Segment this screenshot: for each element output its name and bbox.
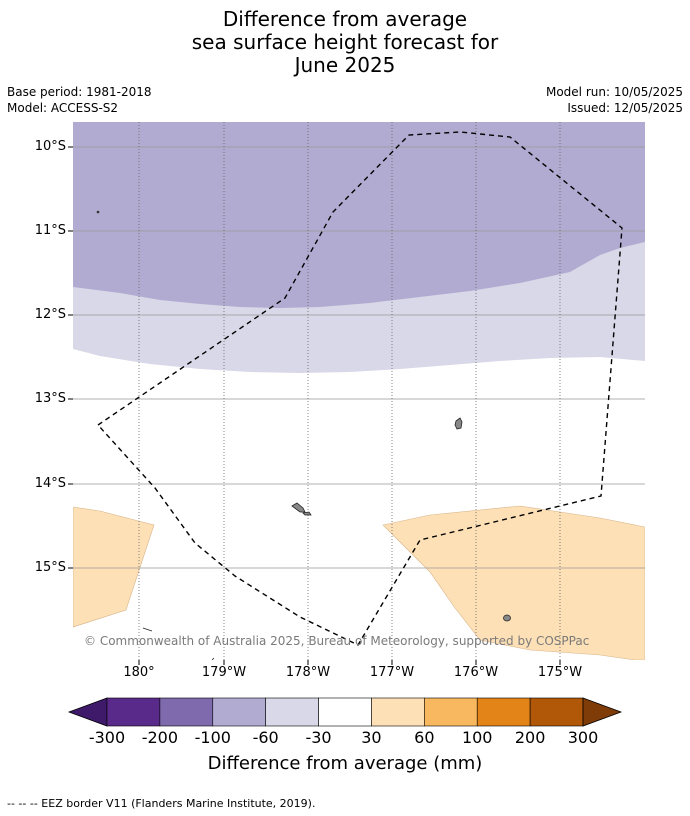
colorbar-tick-label: 60 [414, 728, 435, 747]
lat-label-10s: 10°S [34, 139, 66, 154]
lon-label-175w: 175°W [537, 665, 583, 680]
issued-date: Issued: 12/05/2025 [567, 101, 683, 115]
axis-ticks [68, 146, 561, 665]
colorbar-tick-label: -60 [252, 728, 279, 747]
colorbar-extend-low [67, 697, 108, 727]
colorbar-tick-label: 200 [514, 728, 546, 747]
islet-south [142, 627, 153, 632]
colorbar-segment [106, 697, 161, 727]
meta-left: Base period: 1981-2018 Model: ACCESS-S2 [7, 84, 152, 116]
islet-bottom [211, 657, 215, 660]
model-run: Model run: 10/05/2025 [545, 85, 683, 99]
colorbar-segment [529, 697, 584, 727]
lon-label-177w: 177°W [369, 665, 415, 680]
eez-footnote: -- -- -- EEZ border V11 (Flanders Marine… [7, 797, 316, 810]
colorbar-segment [212, 697, 266, 727]
lon-label-178w: 178°W [285, 665, 331, 680]
base-period: Base period: 1981-2018 [7, 85, 152, 99]
anomaly-region-30-60-east [382, 505, 645, 660]
lon-label-180: 180° [123, 665, 155, 680]
colorbar-tick-label: -300 [88, 728, 126, 747]
map-canvas [68, 122, 645, 665]
lon-label-179w: 179°W [201, 665, 247, 680]
title-line-2: sea surface height forecast for [191, 30, 499, 54]
colorbar-tick-label: -200 [141, 728, 179, 747]
islet-north [96, 210, 100, 214]
anomaly-region-30-60-west [73, 506, 155, 628]
lat-label-12s: 12°S [34, 307, 66, 322]
lat-label-11s: 11°S [34, 223, 66, 238]
meta-right: Model run: 10/05/2025 Issued: 12/05/2025 [546, 84, 683, 116]
lat-label-14s: 14°S [34, 476, 66, 491]
island-east [454, 417, 463, 430]
anomaly-region-minus100-minus60 [73, 122, 645, 308]
colorbar-segment [476, 697, 531, 727]
eez-border [96, 131, 623, 646]
lat-label-15s: 15°S [34, 560, 66, 575]
colorbar-label: Difference from average (mm) [207, 753, 483, 774]
lat-label-13s: 13°S [34, 391, 66, 406]
latitude-grid [73, 146, 645, 569]
colorbar-tick-label: -30 [305, 728, 332, 747]
title-line-1: Difference from average [222, 7, 468, 31]
colorbar-segment [371, 697, 425, 727]
island-west-small [302, 511, 312, 516]
model-name: Model: ACCESS-S2 [7, 101, 119, 115]
colorbar-tick-label: 300 [567, 728, 599, 747]
island-south [503, 614, 511, 622]
islands [96, 210, 511, 660]
map-title: Difference from average sea surface heig… [0, 8, 690, 77]
colorbar-tick-label: -100 [194, 728, 231, 747]
colorbar-segment [318, 697, 372, 727]
lon-label-176w: 176°W [453, 665, 499, 680]
title-line-3: June 2025 [294, 53, 396, 77]
island-west [291, 502, 306, 513]
copyright-notice: © Commonwealth of Australia 2025, Bureau… [84, 634, 590, 648]
colorbar-extend-high [582, 697, 623, 727]
colorbar-segment [265, 697, 319, 727]
colorbar-segment [424, 697, 478, 727]
colorbar-segment [159, 697, 214, 727]
colorbar-tick-label: 30 [361, 728, 382, 747]
colorbar-tick-label: 100 [461, 728, 493, 747]
